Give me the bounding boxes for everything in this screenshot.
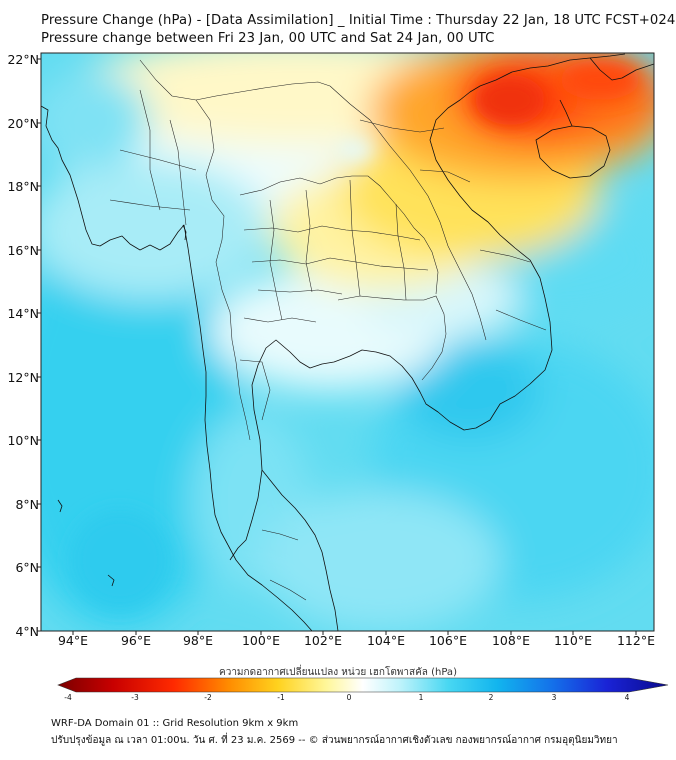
lat-label: 22°N: [7, 52, 39, 67]
lon-label: 104°E: [366, 633, 405, 648]
lon-label: 110°E: [553, 633, 592, 648]
colorbar-tick: 0: [346, 693, 352, 702]
lat-label: 8°N: [15, 497, 39, 512]
lon-label: 98°E: [182, 633, 214, 648]
map-subtitle: Pressure change between Fri 23 Jan, 00 U…: [41, 31, 495, 46]
lat-label: 16°N: [7, 243, 39, 258]
pressure-field: [41, 53, 654, 631]
lat-label: 18°N: [7, 179, 39, 194]
axis-ticks: [37, 58, 637, 635]
footer-domain-info: WRF-DA Domain 01 :: Grid Resolution 9km …: [51, 718, 299, 729]
colorbar: [57, 677, 669, 693]
lat-label: 14°N: [7, 306, 39, 321]
colorbar-tick: -2: [204, 693, 212, 702]
colorbar-tick: 2: [488, 693, 494, 702]
map-title: Pressure Change (hPa) - [Data Assimilati…: [41, 13, 676, 28]
lat-label: 4°N: [15, 624, 39, 639]
colorbar-bar: [57, 677, 669, 693]
lat-label: 12°N: [7, 370, 39, 385]
colorbar-tick: -4: [64, 693, 72, 702]
map-frame: [40, 52, 655, 632]
colorbar-tick: -1: [277, 693, 285, 702]
lon-label: 94°E: [57, 633, 89, 648]
lon-label: 96°E: [120, 633, 152, 648]
colorbar-tick: 3: [551, 693, 557, 702]
admin-borders: [109, 59, 547, 601]
lon-label: 102°E: [303, 633, 342, 648]
colorbar-tick: 4: [624, 693, 630, 702]
coastlines: [41, 53, 654, 631]
lat-label: 20°N: [7, 116, 39, 131]
colorbar-tick: 1: [418, 693, 424, 702]
footer-update-credit: ปรับปรุงข้อมูล ณ เวลา 01:00น. วัน ศ. ที่…: [51, 735, 618, 746]
colorbar-tick: -3: [131, 693, 139, 702]
lat-label: 10°N: [7, 433, 39, 448]
lat-label: 6°N: [15, 560, 39, 575]
colorbar-title: ความกดอากาศเปลี่ยนแปลง หน่วย เฮกโตพาสคัล…: [219, 667, 457, 678]
lon-label: 108°E: [491, 633, 530, 648]
lon-label: 106°E: [428, 633, 467, 648]
lon-label: 100°E: [241, 633, 280, 648]
lon-label: 112°E: [616, 633, 655, 648]
